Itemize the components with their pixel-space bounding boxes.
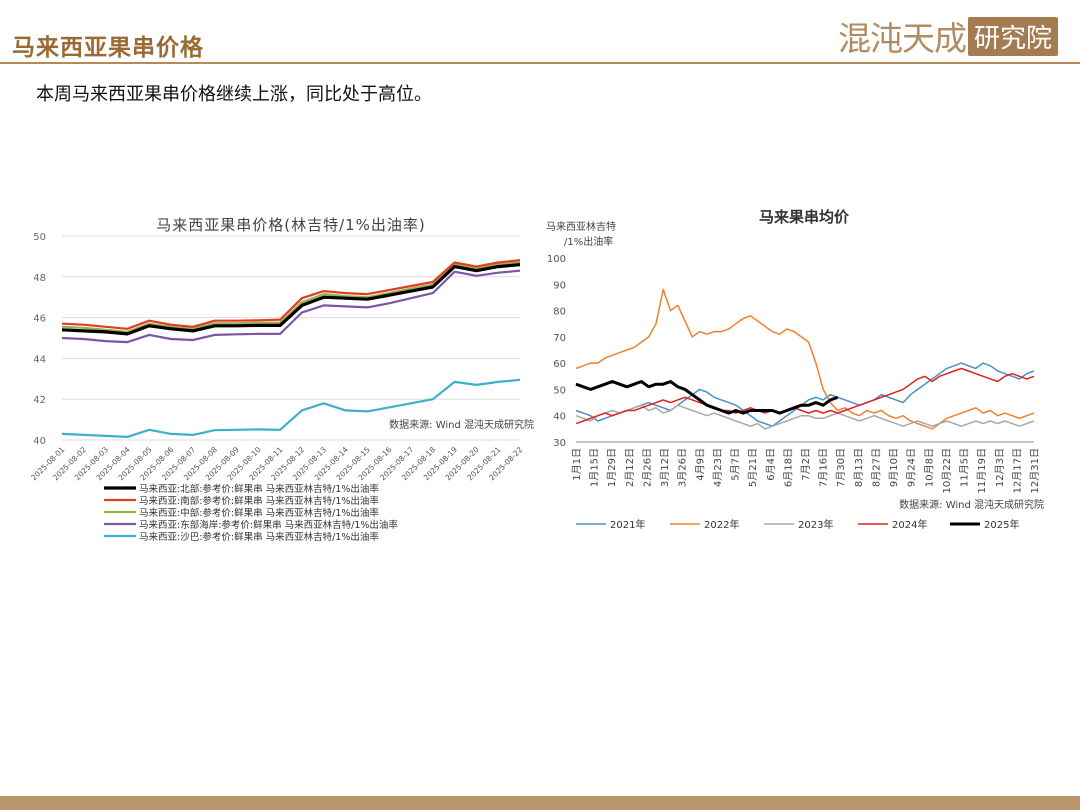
brand-logo: 混沌天成 研究院 (838, 12, 1058, 60)
series-line (575, 380, 839, 415)
chart-title: 马来果串均价 (759, 208, 850, 226)
y-tick-label: 70 (553, 333, 566, 344)
legend-label: 2022年 (704, 518, 739, 531)
y-tick-label: 100 (547, 254, 566, 265)
y-tick-label: 48 (33, 273, 46, 284)
x-tick-label: 1月15日 (589, 448, 601, 487)
y-axis-label: 马来西亚林吉特 (546, 220, 616, 233)
legend-label: 马来西亚:沙巴:参考价:鲜果串 马来西亚林吉特/1%出油率 (139, 531, 379, 543)
x-tick-label: 3月26日 (677, 448, 689, 487)
chart-title: 马来西亚果串价格(林吉特/1%出油率) (156, 216, 426, 234)
series-line (61, 378, 521, 438)
y-tick-label: 50 (33, 232, 46, 243)
x-tick-label: 6月4日 (765, 448, 777, 481)
page-title: 马来西亚果串价格 (12, 35, 204, 61)
legend-label: 马来西亚:南部:参考价:鲜果串 马来西亚林吉特/1%出油率 (139, 495, 379, 507)
x-tick-label: 1月29日 (606, 448, 618, 487)
x-tick-label: 7月16日 (818, 448, 830, 487)
x-tick-label: 8月13日 (853, 448, 865, 487)
source-note: 数据来源: Wind 混沌天成研究院 (389, 418, 534, 431)
x-tick-label: 10月8日 (923, 448, 935, 487)
series-line (575, 367, 1035, 425)
y-axis-label: /1%出油率 (564, 235, 613, 248)
x-tick-label: 12月31日 (1029, 448, 1041, 493)
y-tick-label: 50 (553, 385, 566, 396)
legend-label: 马来西亚:东部海岸:参考价:鲜果串 马来西亚林吉特/1%出油率 (139, 519, 398, 531)
x-tick-label: 11月19日 (976, 448, 988, 493)
legend-label: 2024年 (892, 518, 927, 531)
header-divider (0, 62, 1080, 64)
logo-badge: 研究院 (967, 16, 1058, 56)
x-tick-label: 5月7日 (730, 448, 742, 481)
y-tick-label: 46 (33, 314, 46, 325)
y-tick-label: 42 (33, 395, 46, 406)
legend-label: 2023年 (798, 518, 833, 531)
series-line (61, 269, 521, 344)
series-line (575, 362, 1035, 427)
fresh-fruit-bunch-price-chart: 马来西亚果串价格(林吉特/1%出油率)4042444648502025-08-0… (29, 216, 534, 543)
x-tick-label: 12月17日 (1011, 448, 1023, 493)
x-tick-label: 3月12日 (659, 448, 671, 487)
x-tick-label: 5月21日 (747, 448, 759, 487)
footer-bar (0, 796, 1080, 810)
y-tick-label: 40 (33, 436, 46, 447)
series-line (61, 263, 521, 336)
x-tick-label: 2月26日 (641, 448, 653, 487)
legend-label: 2025年 (984, 518, 1019, 531)
x-tick-label: 12月3日 (994, 448, 1006, 487)
y-tick-label: 90 (553, 280, 566, 291)
x-tick-label: 4月23日 (712, 448, 724, 487)
source-note: 数据来源: Wind 混沌天成研究院 (899, 498, 1044, 511)
series-line (575, 288, 1035, 430)
logo-text: 混沌天成 (837, 19, 967, 58)
y-tick-label: 44 (33, 354, 46, 365)
x-tick-label: 6月18日 (782, 448, 794, 487)
y-tick-label: 30 (553, 438, 566, 449)
series-line (575, 404, 1035, 430)
x-tick-label: 7月30日 (835, 448, 847, 487)
x-tick-label: 11月5日 (959, 448, 971, 487)
y-tick-label: 60 (553, 359, 566, 370)
series-line (61, 259, 521, 330)
x-tick-label: 9月10日 (888, 448, 900, 487)
summary-text: 本周马来西亚果串价格继续上涨，同比处于高位。 (36, 84, 432, 105)
y-tick-label: 80 (553, 307, 566, 318)
x-tick-label: 2月12日 (624, 448, 636, 487)
series-line (61, 261, 521, 333)
x-tick-label: 7月2日 (800, 448, 812, 481)
x-tick-label: 1月1日 (571, 448, 583, 481)
legend-label: 马来西亚:北部:参考价:鲜果串 马来西亚林吉特/1%出油率 (139, 483, 379, 495)
x-tick-label: 4月9日 (694, 448, 706, 481)
y-tick-label: 40 (553, 412, 566, 423)
legend-label: 2021年 (610, 518, 645, 531)
x-tick-label: 8月27日 (870, 448, 882, 487)
x-tick-label: 9月24日 (906, 448, 918, 487)
legend-label: 马来西亚:中部:参考价:鲜果串 马来西亚林吉特/1%出油率 (139, 507, 379, 519)
x-tick-label: 10月22日 (941, 448, 953, 493)
